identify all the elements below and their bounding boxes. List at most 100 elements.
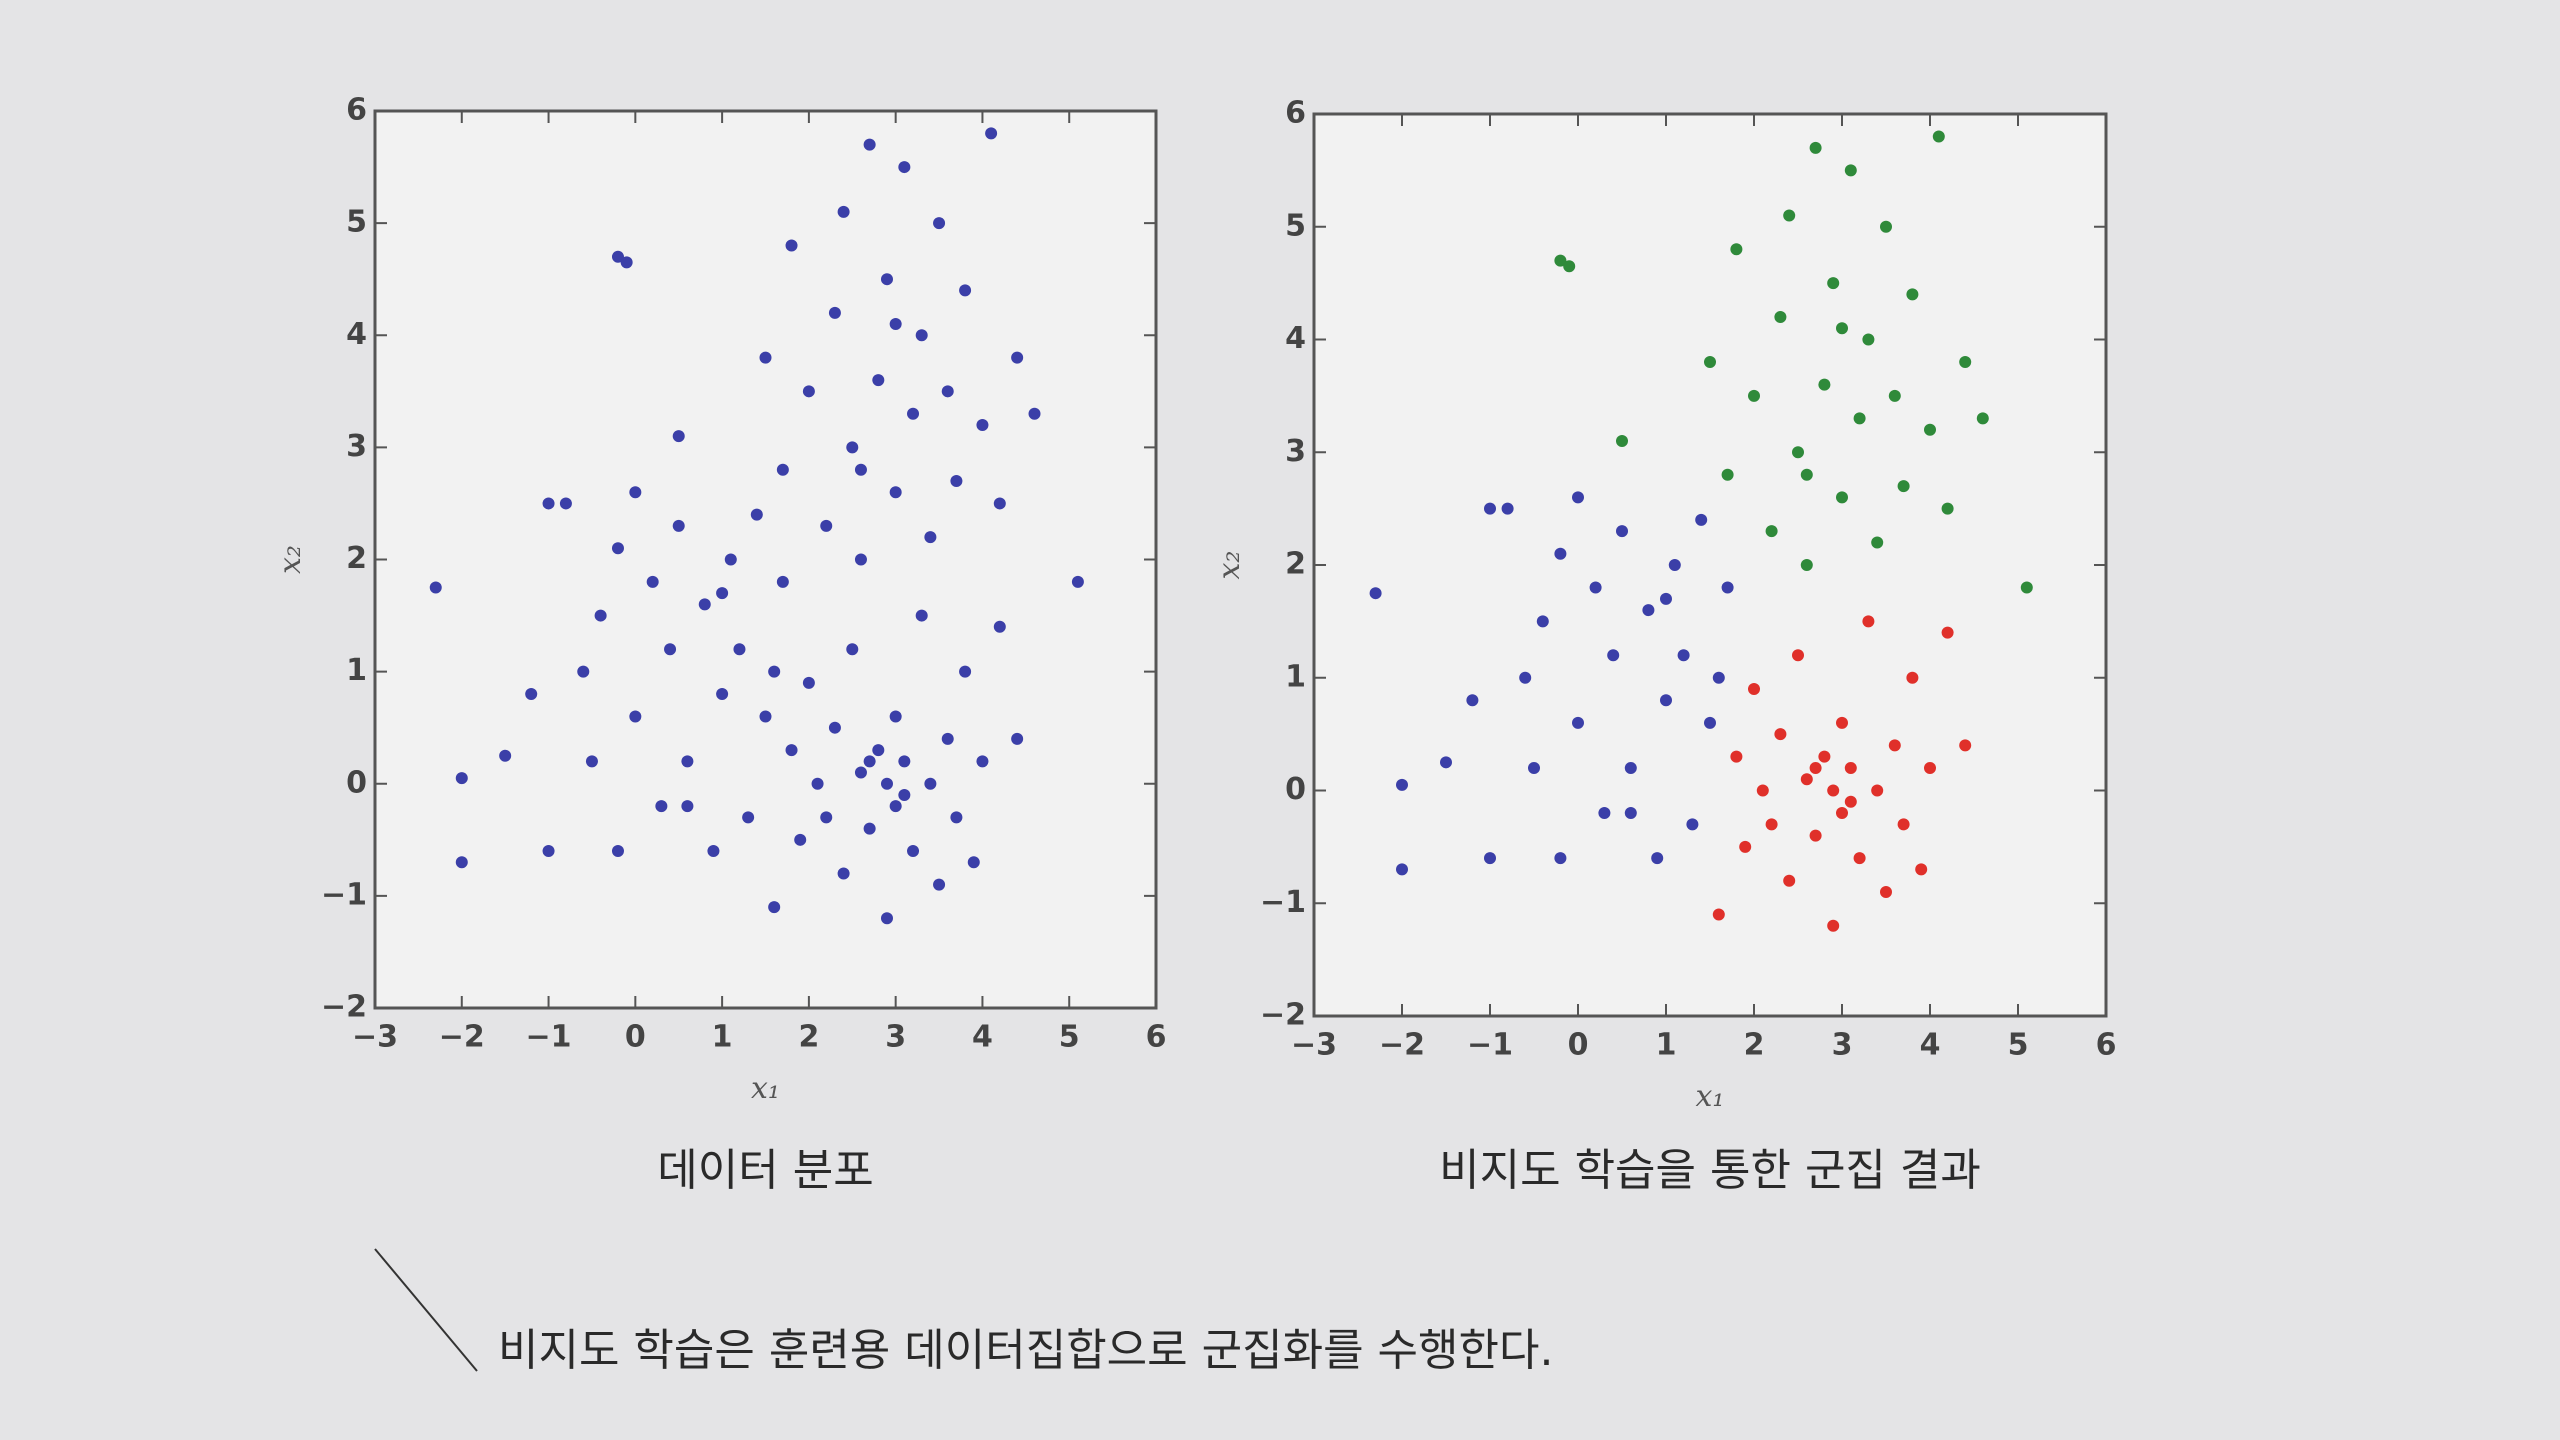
point — [1792, 649, 1804, 662]
point — [759, 710, 772, 723]
point — [898, 161, 911, 174]
x-tick-label: 4 — [972, 1020, 993, 1055]
point — [959, 665, 972, 678]
point — [1827, 784, 1840, 797]
point — [1897, 480, 1910, 493]
point — [1783, 874, 1796, 887]
point — [985, 127, 998, 140]
point — [950, 475, 963, 488]
point — [1721, 581, 1734, 594]
point — [924, 531, 937, 544]
x-tick-label: 2 — [1744, 1028, 1765, 1063]
point — [1528, 761, 1540, 774]
x-axis-label: x₁ — [1696, 1079, 1725, 1114]
pointer-line — [374, 1248, 478, 1372]
point — [768, 901, 781, 914]
point — [1519, 671, 1532, 684]
point — [1880, 885, 1892, 898]
point — [1677, 649, 1690, 662]
point — [889, 486, 902, 499]
point — [1765, 525, 1778, 538]
point — [837, 205, 850, 218]
point — [1844, 164, 1857, 177]
chart-title: 비지도 학습을 통한 군집 결과 — [1439, 1145, 1981, 1196]
x-tick-label: −2 — [1379, 1028, 1425, 1063]
point — [993, 620, 1006, 633]
point — [924, 777, 937, 790]
point — [1704, 716, 1716, 729]
point — [1686, 818, 1699, 831]
point — [1484, 852, 1496, 865]
point — [1976, 412, 1989, 425]
point — [880, 777, 893, 790]
point — [933, 878, 946, 891]
point — [1783, 209, 1796, 222]
point — [828, 306, 841, 319]
point — [1501, 502, 1514, 515]
y-tick-label: 1 — [1285, 659, 1306, 694]
point — [1695, 513, 1708, 526]
x-tick-label: 5 — [2008, 1028, 2029, 1063]
x-tick-label: −2 — [439, 1020, 485, 1055]
point — [1028, 407, 1041, 420]
y-tick-label: 3 — [1285, 434, 1306, 469]
point — [1844, 795, 1857, 808]
point — [1818, 750, 1831, 763]
point — [863, 755, 876, 768]
point — [863, 822, 876, 835]
point — [611, 845, 624, 858]
x-tick-label: 3 — [1832, 1028, 1853, 1063]
point — [1616, 434, 1628, 447]
point — [1880, 220, 1892, 233]
point — [620, 256, 633, 269]
point — [681, 755, 694, 768]
point — [664, 643, 677, 656]
point — [854, 553, 867, 566]
point — [1959, 739, 1972, 752]
point — [1844, 761, 1857, 774]
point — [898, 755, 911, 768]
point — [611, 542, 624, 555]
point — [1598, 807, 1611, 820]
point — [724, 553, 737, 566]
point — [1836, 716, 1848, 729]
point — [1748, 389, 1760, 402]
x-tick-label: −1 — [1467, 1028, 1513, 1063]
point — [733, 643, 746, 656]
point — [802, 385, 815, 398]
y-tick-label: −2 — [321, 990, 367, 1025]
point — [1660, 694, 1672, 707]
x-tick-label: 6 — [1146, 1020, 1167, 1055]
point — [1563, 260, 1576, 273]
point — [820, 811, 833, 824]
point — [499, 749, 512, 762]
point — [1651, 852, 1664, 865]
point — [1616, 525, 1628, 538]
point — [1853, 412, 1866, 425]
point — [1800, 468, 1813, 481]
point — [1809, 761, 1822, 774]
point — [776, 575, 789, 588]
point — [1607, 649, 1620, 662]
point — [672, 430, 685, 443]
point — [716, 688, 729, 701]
x-tick-label: 1 — [712, 1020, 733, 1055]
x-tick-label: −1 — [526, 1020, 572, 1055]
x-tick-label: 1 — [1656, 1028, 1677, 1063]
point — [1730, 243, 1743, 256]
point — [802, 676, 815, 689]
y-tick-label: 2 — [1285, 547, 1306, 582]
point — [846, 643, 859, 656]
point — [785, 239, 798, 252]
point — [585, 755, 598, 768]
point — [1642, 604, 1655, 617]
point — [1748, 683, 1760, 696]
point — [941, 385, 954, 398]
point — [629, 486, 642, 499]
y-tick-label: 5 — [346, 205, 367, 240]
point — [1721, 468, 1734, 481]
point — [1440, 756, 1452, 769]
point — [889, 800, 902, 813]
point — [950, 811, 963, 824]
